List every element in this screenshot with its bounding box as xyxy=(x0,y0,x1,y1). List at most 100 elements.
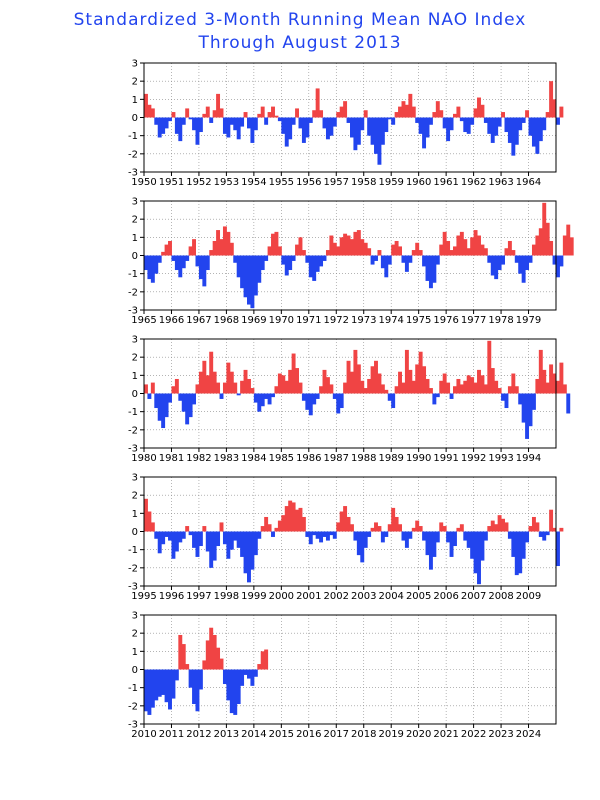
y-tick-label: 0 xyxy=(132,665,138,676)
x-tick-label: 2011 xyxy=(159,729,184,740)
positive-bar xyxy=(195,384,200,394)
negative-bar xyxy=(374,117,378,154)
x-tick-label: 2000 xyxy=(269,591,294,602)
negative-bar xyxy=(181,117,186,125)
x-tick-label: 2004 xyxy=(378,591,403,602)
x-tick-label: 1964 xyxy=(516,177,541,188)
positive-bar xyxy=(483,384,488,394)
negative-bar xyxy=(538,117,543,142)
negative-bar xyxy=(384,255,389,278)
positive-bar xyxy=(260,651,265,670)
negative-bar xyxy=(408,255,413,263)
positive-bar xyxy=(336,246,341,256)
negative-bar xyxy=(271,531,275,537)
positive-bar xyxy=(226,231,231,256)
x-tick-label: 1997 xyxy=(186,591,211,602)
negative-bar xyxy=(150,669,155,708)
positive-bar xyxy=(507,240,512,256)
positive-bar xyxy=(216,647,221,670)
positive-bar xyxy=(549,240,554,256)
negative-bar xyxy=(507,117,512,143)
positive-bar xyxy=(552,373,557,394)
negative-bar xyxy=(353,117,358,151)
positive-bar xyxy=(514,386,519,394)
positive-bar xyxy=(222,226,227,256)
positive-bar xyxy=(298,237,303,256)
y-tick-label: -1 xyxy=(128,545,138,556)
positive-bar xyxy=(504,522,509,532)
positive-bar xyxy=(494,524,499,532)
positive-bar xyxy=(511,250,516,256)
positive-bar xyxy=(497,388,502,394)
positive-bar xyxy=(247,378,251,394)
positive-bar xyxy=(535,378,540,394)
negative-bar xyxy=(209,117,214,123)
y-tick-label: -3 xyxy=(128,720,138,731)
negative-bar xyxy=(377,117,382,165)
positive-bar xyxy=(367,378,372,394)
negative-bar xyxy=(435,255,440,265)
negative-bar xyxy=(305,393,310,410)
negative-bar xyxy=(164,393,169,418)
y-tick-label: 0 xyxy=(132,527,138,538)
negative-bar xyxy=(253,117,258,131)
positive-bar xyxy=(229,371,234,394)
negative-bar xyxy=(157,393,162,421)
positive-bar xyxy=(181,644,186,670)
positive-bar xyxy=(404,104,409,118)
positive-bar xyxy=(360,380,365,394)
positive-bar xyxy=(319,110,324,118)
positive-bar xyxy=(545,222,550,256)
positive-bar xyxy=(487,526,492,532)
positive-bar xyxy=(185,526,190,532)
x-tick-label: 1978 xyxy=(488,315,513,326)
negative-bar xyxy=(240,531,245,557)
negative-bar xyxy=(425,255,430,281)
x-tick-label: 2015 xyxy=(269,729,294,740)
negative-bar xyxy=(284,255,289,276)
positive-bar xyxy=(171,112,176,118)
positive-bar xyxy=(501,112,505,118)
positive-bar xyxy=(212,240,217,256)
positive-bar xyxy=(212,634,217,670)
negative-bar xyxy=(545,531,550,536)
positive-bar xyxy=(271,233,275,256)
negative-bar xyxy=(418,117,423,134)
x-tick-label: 2003 xyxy=(351,591,376,602)
positive-bar xyxy=(288,369,293,394)
negative-bar xyxy=(198,669,203,690)
positive-bar xyxy=(144,93,148,118)
negative-bar xyxy=(192,117,196,131)
negative-bar xyxy=(264,117,269,125)
x-tick-label: 1983 xyxy=(214,453,239,464)
positive-bar xyxy=(466,248,471,256)
positive-bar xyxy=(380,384,385,394)
negative-bar xyxy=(308,117,313,123)
negative-bar xyxy=(566,393,571,414)
negative-bar xyxy=(257,531,262,539)
negative-bar xyxy=(556,117,560,125)
positive-bar xyxy=(356,364,361,394)
positive-bar xyxy=(549,364,554,394)
negative-bar xyxy=(404,255,409,272)
negative-bar xyxy=(518,117,523,131)
negative-bar xyxy=(514,255,519,263)
negative-bar xyxy=(250,255,255,309)
x-tick-label: 1971 xyxy=(296,315,321,326)
positive-bar xyxy=(490,520,495,532)
positive-bar xyxy=(542,202,547,256)
negative-bar xyxy=(501,393,505,401)
negative-bar xyxy=(174,531,179,552)
y-tick-label: 3 xyxy=(132,197,138,208)
positive-bar xyxy=(222,382,227,394)
positive-bar xyxy=(202,360,207,394)
negative-bar xyxy=(422,117,427,149)
positive-bar xyxy=(566,224,571,256)
negative-bar xyxy=(528,117,533,136)
x-tick-label: 2006 xyxy=(433,591,458,602)
negative-bar xyxy=(470,117,475,125)
negative-bar xyxy=(216,531,221,547)
positive-bar xyxy=(185,108,190,118)
negative-bar xyxy=(325,117,330,140)
y-tick-label: -3 xyxy=(128,168,138,179)
